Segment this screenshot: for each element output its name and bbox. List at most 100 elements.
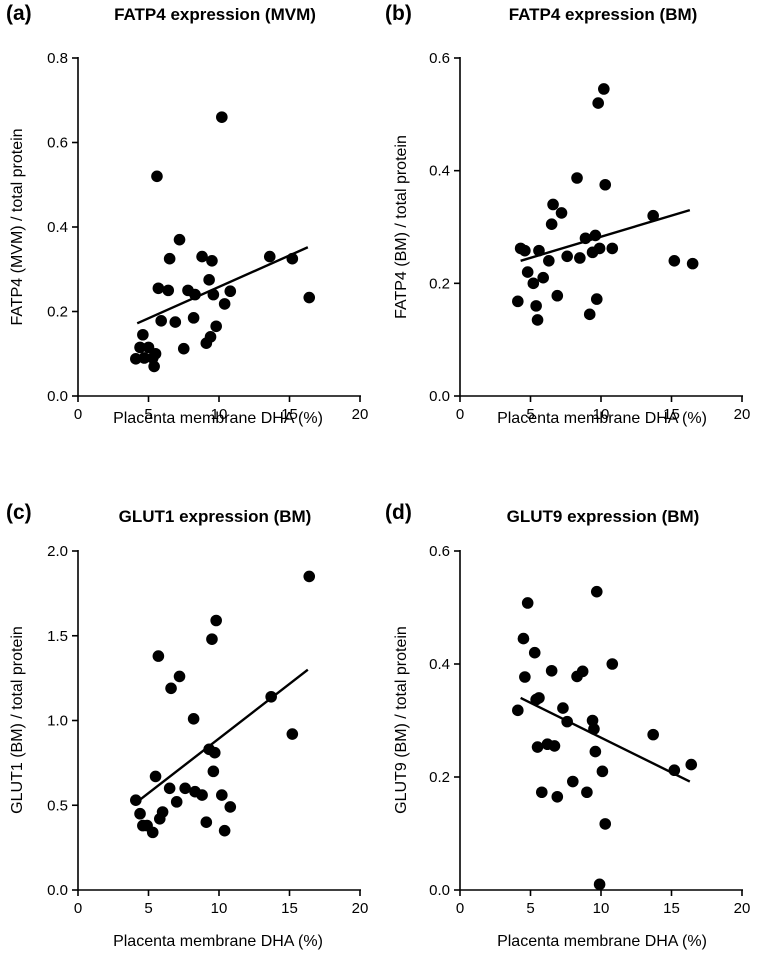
panel-d-y-tick-label: 0.0	[429, 882, 450, 899]
panel-d-data-point	[576, 665, 589, 678]
panel-a-ylabel: FATP4 (MVM) / total protein	[9, 128, 26, 325]
panel-c-x-tick-label: 5	[144, 900, 152, 917]
panel-b: (b) FATP4 expression (BM) Placenta membr…	[385, 2, 750, 427]
panel-b-x-tick-label: 10	[593, 406, 610, 423]
panel-d-data-point	[647, 728, 659, 741]
panel-d-x-tick-label: 20	[734, 900, 751, 917]
panel-a-data-point	[189, 288, 201, 301]
panel-d-data-point	[685, 758, 698, 771]
panel-d-ylabel: GLUT9 (BM) / total protein	[393, 626, 410, 814]
panel-a-y-tick-label: 0.2	[47, 304, 68, 321]
panel-b-data-point	[593, 242, 606, 255]
panel-a-data-point	[137, 328, 149, 341]
panel-a-data-point	[196, 250, 208, 263]
panel-d-x-tick-label: 0	[456, 900, 464, 917]
panel-c-ylabel: GLUT1 (BM) / total protein	[9, 626, 26, 814]
panel-a-y-tick-label: 0.4	[47, 219, 68, 236]
panel-b-data-point	[533, 244, 545, 257]
panel-b-data-point	[668, 254, 681, 267]
panel-a-data-point	[303, 291, 316, 304]
panel-b-data-point	[555, 207, 568, 219]
panel-b-data-point	[519, 244, 531, 257]
panel-b-data-point	[583, 308, 596, 321]
panel-c-data-point	[224, 801, 237, 813]
panel-c-data-point	[146, 826, 159, 839]
panel-c-x-tick-label: 15	[281, 900, 298, 917]
panel-b-data-point	[561, 250, 573, 263]
panel-d-data-point	[519, 671, 531, 683]
panel-a-x-tick-label: 10	[211, 406, 228, 423]
panel-b-xlabel: Placenta membrane DHA (%)	[497, 410, 707, 427]
panel-b-data-point	[686, 257, 699, 270]
panel-c-y-tick-label: 0.5	[47, 797, 68, 814]
panel-c-letter: (c)	[6, 501, 32, 524]
panel-d-data-point	[593, 878, 606, 891]
panel-a: (a) FATP4 expression (MVM) Placenta memb…	[6, 2, 368, 427]
panel-c-data-point	[210, 614, 222, 627]
panel-c-data-point	[206, 633, 218, 645]
panel-b-data-point	[647, 209, 659, 222]
panel-c-data-point	[196, 789, 208, 801]
panel-b-data-point	[521, 266, 534, 278]
panel-d-data-point	[535, 786, 548, 799]
panel-c-fit-line	[136, 668, 309, 803]
panel-a-title: FATP4 expression (MVM)	[114, 5, 316, 24]
panel-c-y-tick-label: 2.0	[47, 543, 68, 560]
panel-b-y-tick-label: 0.2	[429, 275, 450, 292]
panel-b-fit-line	[520, 208, 691, 262]
panel-c-data-point	[173, 670, 186, 683]
panel-b-data-point	[606, 242, 619, 255]
panel-b-data-point	[571, 172, 583, 184]
panel-d-data-point	[596, 765, 609, 778]
panel-b-data-point	[589, 229, 602, 242]
panel-a-data-point	[169, 316, 182, 328]
panel-a-data-point	[204, 331, 217, 343]
panel-b-y-tick-label: 0.6	[429, 50, 450, 67]
panel-c-data-point	[170, 796, 183, 808]
panel-d-data-point	[512, 704, 524, 717]
panel-b-data-point	[551, 289, 564, 302]
panel-d-data-point	[588, 723, 600, 735]
panel-a-x-tick-label: 0	[74, 406, 82, 423]
panel-b-data-point	[512, 295, 524, 308]
panel-b-data-point	[598, 83, 610, 95]
panel-a-fit-line	[136, 246, 309, 325]
panel-d-data-point	[606, 658, 619, 670]
panel-d-data-point	[590, 585, 603, 598]
panel-a-data-point	[130, 353, 142, 365]
panel-a-x-tick-label: 20	[352, 406, 369, 423]
panel-a-data-point	[203, 274, 215, 286]
panel-b-letter: (b)	[385, 2, 412, 25]
panel-d-y-tick-label: 0.4	[429, 656, 450, 673]
panel-a-data-point	[207, 288, 220, 301]
panel-d-data-point	[531, 741, 544, 753]
panel-d-data-point	[561, 715, 573, 728]
panel-b-data-point	[537, 271, 549, 284]
panel-a-data-point	[163, 252, 176, 265]
panel-a-data-point	[210, 320, 222, 333]
panel-a-data-point	[134, 341, 146, 354]
panel-c-xlabel: Placenta membrane DHA (%)	[113, 933, 323, 950]
panel-c-data-point	[156, 806, 169, 818]
panel-a-data-point	[263, 250, 276, 263]
panel-a-data-point	[218, 298, 231, 310]
panel-a-letter: (a)	[6, 2, 32, 25]
panel-d-x-tick-label: 15	[663, 900, 680, 917]
panel-b-data-point	[527, 277, 540, 290]
panel-d-data-point	[557, 702, 569, 714]
panel-c-data-point	[134, 807, 146, 820]
panel-b-x-tick-label: 20	[734, 406, 751, 423]
panel-c-data-point	[286, 728, 299, 740]
panel-b-data-point	[592, 97, 604, 109]
panel-c-data-point	[207, 765, 220, 778]
panel-c-data-point	[179, 782, 191, 795]
panel-c-x-tick-label: 10	[211, 900, 228, 917]
panel-d-data-point	[567, 775, 579, 788]
panel-d-data-point	[517, 632, 530, 645]
panel-d-data-point	[668, 764, 681, 777]
panel-d-data-point	[551, 790, 564, 803]
panel-d: (d) GLUT9 expression (BM) Placenta membr…	[385, 501, 750, 950]
panel-a-data-point	[152, 282, 165, 295]
panel-a-data-point	[216, 111, 228, 123]
